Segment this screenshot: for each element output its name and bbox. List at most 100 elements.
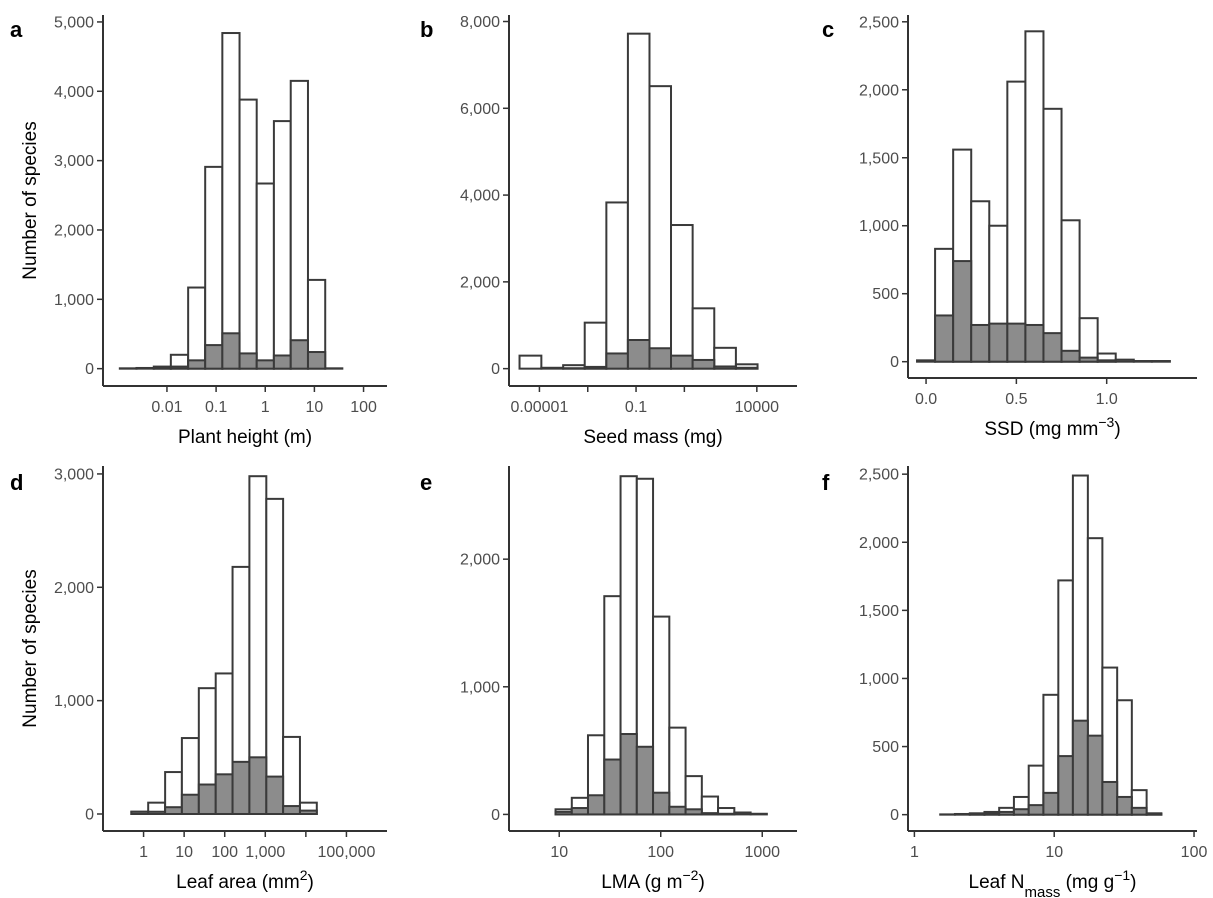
y-tick-label-b-3: 6,000 bbox=[460, 101, 500, 118]
bar-subset-a-3 bbox=[169, 365, 190, 370]
bar-subset-d-6 bbox=[231, 760, 251, 815]
y-tick-label-c-3: 1,500 bbox=[859, 150, 899, 167]
bar-subset-b-9 bbox=[713, 365, 737, 370]
bar-subset-c-3 bbox=[970, 323, 991, 363]
bar-all-species-f-2 bbox=[953, 812, 971, 816]
bar-subset-a-8 bbox=[255, 359, 275, 370]
bar-subset-e-4 bbox=[586, 794, 606, 816]
bar-subset-e-11 bbox=[700, 812, 720, 816]
x-tick-label-a-0: 0.01 bbox=[151, 399, 182, 416]
y-tick-label-c-1: 500 bbox=[872, 286, 899, 303]
bar-subset-f-10 bbox=[1071, 719, 1089, 816]
bar-subset-d-3 bbox=[180, 793, 200, 815]
y-tick-label-f-4: 2,000 bbox=[859, 535, 899, 552]
bar-subset-d-5 bbox=[214, 773, 234, 815]
bar-all-species-d-8 bbox=[265, 497, 285, 815]
bar-all-species-b-0 bbox=[518, 354, 543, 370]
y-tick-label-d-0: 0 bbox=[85, 806, 94, 823]
x-tick-label-a-4: 100 bbox=[350, 399, 377, 416]
bar-all-species-c-12 bbox=[1132, 360, 1153, 363]
y-tick-label-d-3: 3,000 bbox=[54, 466, 94, 483]
y-tick-label-a-5: 5,000 bbox=[54, 14, 94, 31]
bar-all-species-c-11 bbox=[1114, 358, 1135, 363]
bar-subset-e-6 bbox=[619, 733, 638, 816]
bar-all-species-c-8 bbox=[1060, 219, 1081, 363]
y-tick-label-f-3: 1,500 bbox=[859, 603, 899, 620]
panel-d: d 0 1,000 2,000 3,000 1 10 100 1,000 100,000Leaf … bbox=[10, 466, 387, 893]
bar-subset-f-11 bbox=[1086, 734, 1104, 816]
bar-subset-f-6 bbox=[1012, 808, 1030, 816]
bar-subset-f-8 bbox=[1042, 791, 1060, 816]
panel-letter-b: b bbox=[420, 17, 433, 42]
x-axis-title-d: Leaf area (mm2) bbox=[176, 867, 314, 893]
x-tick-label-e-0: 10 bbox=[550, 844, 568, 861]
bar-all-species-b-3 bbox=[583, 321, 608, 370]
x-axis-title-f: Leaf Nmass (mg g−1) bbox=[969, 867, 1137, 898]
bar-subset-b-5 bbox=[626, 339, 651, 370]
y-tick-label-d-2: 2,000 bbox=[54, 580, 94, 597]
bar-subset-f-13 bbox=[1116, 795, 1133, 816]
bar-all-species-a-4 bbox=[187, 286, 207, 370]
y-tick-label-c-0: 0 bbox=[890, 354, 899, 371]
bar-subset-f-9 bbox=[1057, 755, 1074, 816]
bar-subset-e-10 bbox=[684, 808, 703, 816]
panel-letter-e: e bbox=[420, 470, 432, 495]
panel-letter-a: a bbox=[10, 17, 23, 42]
bar-subset-e-8 bbox=[652, 791, 671, 816]
bar-subset-e-12 bbox=[717, 812, 736, 816]
x-tick-label-d-4: 100,000 bbox=[318, 844, 376, 861]
bar-subset-f-7 bbox=[1027, 804, 1045, 816]
y-tick-label-f-1: 500 bbox=[872, 739, 899, 756]
bar-subset-b-8 bbox=[691, 358, 716, 370]
bar-all-species-a-7 bbox=[238, 98, 258, 370]
bar-subset-a-5 bbox=[204, 344, 224, 370]
y-tick-label-a-3: 3,000 bbox=[54, 153, 94, 170]
bar-subset-f-12 bbox=[1101, 780, 1119, 816]
x-axis-title-c: SSD (mg mm−3) bbox=[984, 414, 1120, 440]
bar-subset-c-1 bbox=[934, 314, 955, 363]
bar-subset-c-4 bbox=[988, 322, 1009, 363]
bar-subset-e-9 bbox=[668, 805, 687, 816]
bar-subset-a-7 bbox=[238, 352, 258, 370]
y-tick-label-b-2: 4,000 bbox=[460, 188, 500, 205]
x-tick-label-a-2: 1 bbox=[261, 399, 270, 416]
bar-all-species-a-6 bbox=[221, 32, 241, 370]
x-tick-label-c-1: 0.5 bbox=[1005, 391, 1027, 408]
y-axis-title-a: Number of species bbox=[20, 121, 41, 279]
bar-subset-a-2 bbox=[152, 366, 172, 370]
panel-c: c 0 500 1,000 1,500 2,000 2,500 0.0 0.5 1.0 SSD (m… bbox=[822, 14, 1197, 440]
bar-subset-b-3 bbox=[583, 365, 608, 370]
bar-subset-f-14 bbox=[1130, 806, 1148, 816]
bar-subset-a-11 bbox=[306, 351, 327, 370]
panel-f: f 0 500 1,000 1,500 2,000 2,500 1 10 100 Leaf Nmas… bbox=[822, 466, 1207, 898]
y-tick-label-c-5: 2,500 bbox=[859, 14, 899, 31]
bar-subset-c-5 bbox=[1006, 322, 1027, 363]
bar-all-species-e-14 bbox=[749, 812, 768, 816]
y-tick-label-c-4: 2,000 bbox=[859, 82, 899, 99]
bar-subset-f-15 bbox=[1145, 812, 1163, 816]
panel-a: a 0 1,000 2,000 3,000 4,000 5,000 0.01 0.1 1 10 100… bbox=[10, 14, 387, 448]
bar-subset-a-4 bbox=[187, 359, 207, 370]
bar-all-species-a-10 bbox=[289, 79, 309, 370]
x-axis-title-a: Plant height (m) bbox=[178, 427, 312, 448]
y-tick-label-b-4: 8,000 bbox=[460, 14, 500, 31]
x-tick-label-b-1: 0.1 bbox=[625, 399, 647, 416]
x-tick-label-e-2: 1000 bbox=[744, 844, 780, 861]
bar-all-species-a-5 bbox=[204, 165, 224, 370]
x-axis-title-e: LMA (g m−2) bbox=[601, 867, 705, 893]
bar-subset-e-5 bbox=[603, 758, 622, 816]
panel-b: b 0 2,000 4,000 6,000 8,000 0.00001 0.1 10000 See… bbox=[420, 14, 797, 448]
bar-subset-c-6 bbox=[1024, 323, 1045, 363]
bar-all-species-a-9 bbox=[272, 120, 292, 370]
bar-all-species-b-1 bbox=[540, 366, 565, 370]
bar-all-species-a-1 bbox=[135, 366, 155, 370]
bar-subset-d-4 bbox=[197, 783, 217, 815]
bar-all-species-b-4 bbox=[605, 201, 629, 370]
bar-all-species-c-6 bbox=[1024, 30, 1045, 363]
bar-subset-c-2 bbox=[952, 260, 973, 363]
bar-all-species-c-7 bbox=[1042, 107, 1063, 363]
x-tick-label-f-2: 100 bbox=[1181, 844, 1208, 861]
bar-all-species-c-5 bbox=[1006, 80, 1027, 363]
bar-subset-a-10 bbox=[289, 339, 309, 370]
bar-all-species-e-11 bbox=[700, 795, 720, 816]
